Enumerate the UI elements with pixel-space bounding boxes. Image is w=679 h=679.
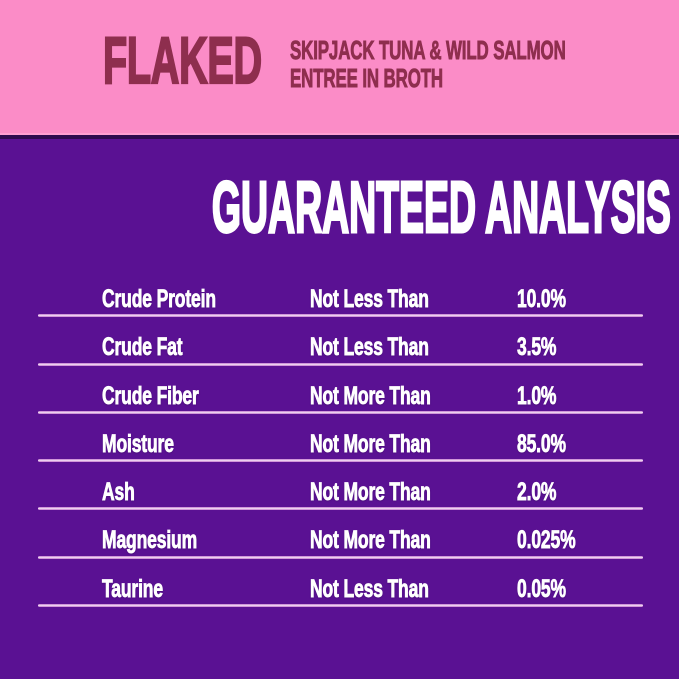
nutrient-name: Crude Fiber: [102, 381, 199, 410]
qualifier: Not Less Than: [310, 574, 430, 603]
qualifier: Not More Than: [310, 526, 431, 555]
product-name-line1: SKIPJACK TUNA & WILD SALMON: [290, 35, 566, 65]
nutrient-value: 2.0%: [517, 478, 557, 507]
nutrient-value: 85.0%: [517, 429, 567, 458]
qualifier: Not More Than: [310, 478, 431, 507]
row-divider: [38, 459, 643, 463]
nutrient-value: 10.0%: [517, 285, 567, 314]
qualifier: Not Less Than: [310, 333, 430, 362]
qualifier: Not Less Than: [310, 285, 430, 314]
analysis-title-text: GUARANTEED ANALYSIS: [211, 168, 672, 248]
nutrient-name: Moisture: [102, 429, 175, 458]
nutrient-name: Taurine: [102, 574, 164, 603]
table-row: Crude Fiber Not More Than 1.0%: [38, 366, 643, 411]
qualifier: Not More Than: [310, 381, 431, 410]
table-row: Crude Fat Not Less Than 3.5%: [38, 317, 643, 362]
row-divider: [38, 362, 643, 366]
brand-title-text: FLAKED: [102, 23, 262, 97]
nutrient-name: Magnesium: [102, 526, 198, 555]
nutrient-name: Ash: [102, 478, 135, 507]
row-divider: [38, 555, 643, 559]
table-row: Magnesium Not More Than 0.025%: [38, 510, 643, 555]
product-name: SKIPJACK TUNA & WILD SALMON ENTREE IN BR…: [290, 35, 679, 93]
nutrient-value: 1.0%: [517, 381, 557, 410]
section-separator: [0, 135, 679, 139]
analysis-title: GUARANTEED ANALYSIS: [0, 168, 679, 248]
brand-title: FLAKED: [102, 23, 368, 97]
analysis-section: GUARANTEED ANALYSIS Crude Protein Not Le…: [0, 135, 679, 679]
row-divider: [38, 314, 643, 318]
nutrient-name: Crude Protein: [102, 285, 217, 314]
analysis-table: Crude Protein Not Less Than 10.0% Crude …: [38, 269, 643, 608]
table-row: Moisture Not More Than 85.0%: [38, 414, 643, 459]
qualifier: Not More Than: [310, 429, 431, 458]
row-divider: [38, 410, 643, 414]
table-row: Ash Not More Than 2.0%: [38, 462, 643, 507]
nutrient-value: 3.5%: [517, 333, 557, 362]
product-name-line2: ENTREE IN BROTH: [290, 62, 444, 93]
nutrient-name: Crude Fat: [102, 333, 183, 362]
row-divider: [38, 604, 643, 608]
table-row: Crude Protein Not Less Than 10.0%: [38, 269, 643, 314]
header-band: FLAKED SKIPJACK TUNA & WILD SALMON ENTRE…: [0, 0, 679, 135]
table-row: Taurine Not Less Than 0.05%: [38, 559, 643, 604]
nutrient-value: 0.05%: [517, 574, 567, 603]
row-divider: [38, 507, 643, 511]
nutrient-value: 0.025%: [517, 526, 576, 555]
